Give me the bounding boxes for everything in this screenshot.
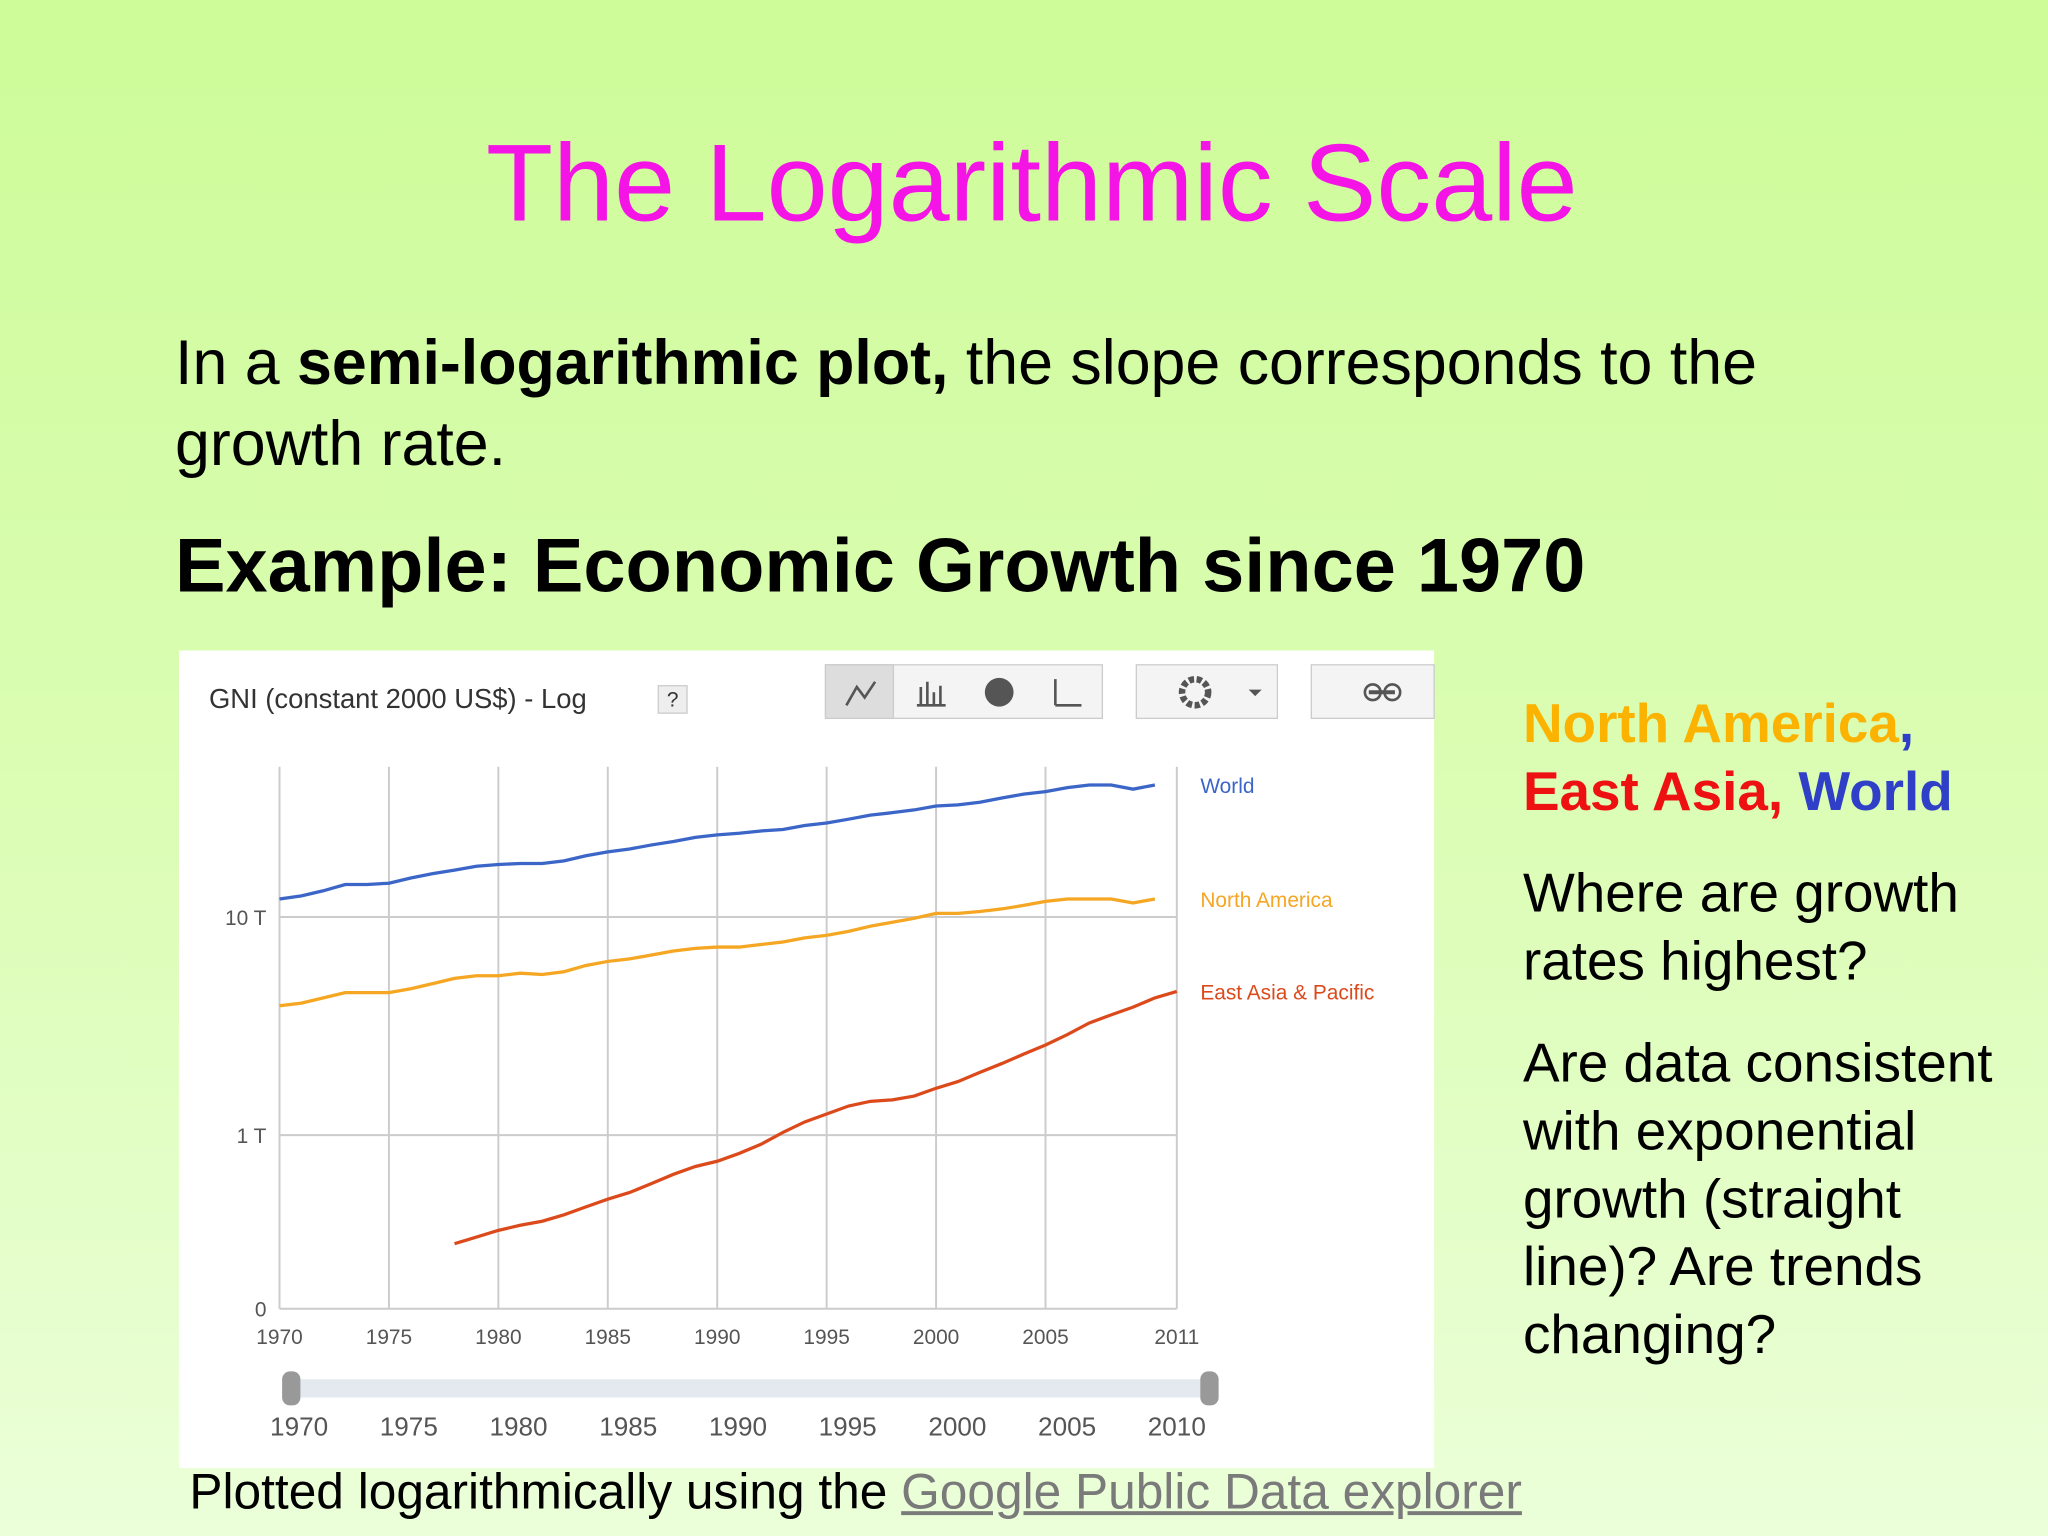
data-line	[279, 783, 1156, 901]
side-legend: North America, East Asia, World	[1523, 690, 2045, 826]
bold-text: semi-logarithmic plot,	[297, 329, 949, 399]
legend-text: North America	[1522, 692, 1899, 754]
question: Are data consistent with exponential gro…	[1522, 1031, 1993, 1365]
icon	[916, 681, 946, 707]
slider-label: 1995	[819, 1411, 877, 1441]
legend-text: World	[1798, 760, 1953, 822]
help-label[interactable]: ?	[667, 689, 679, 712]
slider-label: 2010	[1148, 1411, 1206, 1441]
icon	[1054, 679, 1082, 707]
slider-label: 1980	[489, 1411, 547, 1441]
slider-label: 2000	[928, 1411, 986, 1441]
x-tick-label: 1985	[585, 1326, 631, 1349]
icon	[1178, 675, 1212, 709]
legend-text: ,	[1898, 692, 1915, 754]
x-tick-label: 1975	[366, 1326, 412, 1349]
x-tick-label: 1980	[475, 1326, 521, 1349]
slider-label: 2005	[1038, 1411, 1096, 1441]
help-button[interactable]	[657, 685, 688, 714]
legend-text: East Asia,	[1522, 760, 1784, 822]
icon	[984, 677, 1014, 707]
legend-label: North America	[1200, 889, 1333, 912]
legend-label: East Asia & Pacific	[1200, 981, 1374, 1004]
heading: Example: Economic Growth since 1970	[175, 523, 1586, 609]
y-tick-label: 10 T	[225, 907, 267, 930]
slider-handle[interactable]	[1200, 1371, 1219, 1406]
question: Where are growth rates highest?	[1522, 862, 1959, 992]
data-line	[454, 989, 1178, 1246]
x-tick-label: 1990	[694, 1326, 740, 1349]
text: In a	[175, 329, 298, 399]
legend-label: World	[1200, 775, 1254, 798]
x-tick-label: 2000	[913, 1326, 959, 1349]
text: the slope corresponds to the growth rate…	[175, 329, 1757, 480]
chart-title: GNI (constant 2000 US$) - Log	[209, 683, 587, 714]
slider-label: 1990	[709, 1411, 767, 1441]
y-tick-label: 0	[255, 1299, 267, 1322]
slider-handle[interactable]	[282, 1371, 301, 1406]
slider-label: 1985	[599, 1411, 657, 1441]
icon	[1363, 683, 1382, 702]
x-tick-label: 1995	[803, 1326, 849, 1349]
slider-label: 1975	[380, 1411, 438, 1441]
icon	[845, 681, 877, 706]
slider-track[interactable]	[289, 1379, 1210, 1398]
x-tick-label: 2011	[1154, 1326, 1199, 1349]
footer-text: Plotted logarithmically using the	[189, 1465, 902, 1521]
slider-label: 1970	[270, 1411, 328, 1441]
side-notes: North America, East Asia, World Where are…	[1523, 690, 2045, 1369]
y-tick-label: 1 T	[237, 1125, 267, 1148]
data-line	[279, 897, 1156, 1008]
icon	[1248, 689, 1262, 697]
x-tick-label: 2005	[1022, 1326, 1068, 1349]
slide-title: The Logarithmic Scale	[486, 121, 1578, 245]
intro-text: In a semi-logarithmic plot, the slope co…	[175, 324, 1951, 486]
toolbar	[824, 664, 1435, 720]
icon	[1383, 683, 1402, 702]
footer: Plotted logarithmically using the Google…	[189, 1465, 1522, 1521]
link[interactable]: Google Public Data explorer	[901, 1465, 1522, 1521]
x-tick-label: 1970	[256, 1326, 302, 1349]
